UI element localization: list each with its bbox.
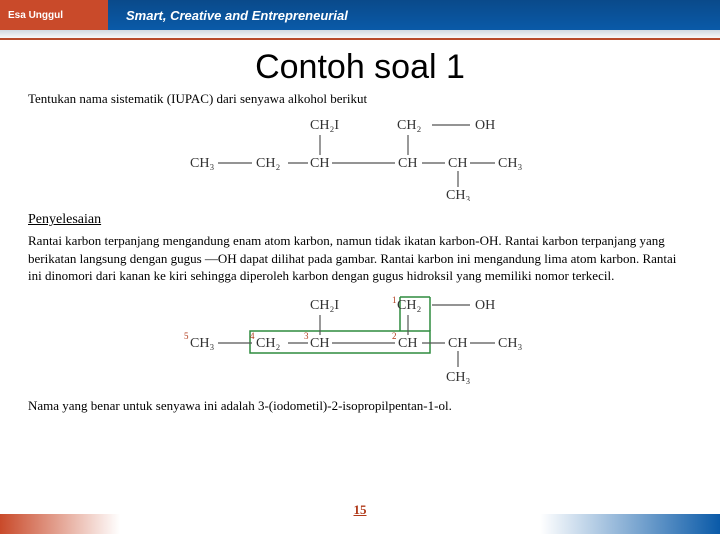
svg-text:4: 4	[250, 331, 255, 341]
svg-text:CH: CH	[398, 156, 417, 171]
svg-text:OH: OH	[475, 118, 495, 133]
svg-text:1: 1	[392, 295, 397, 305]
svg-text:CH₃: CH₃	[446, 188, 470, 201]
svg-text:CH₃: CH₃	[446, 370, 470, 385]
footer-accent-right	[540, 514, 720, 534]
svg-text:5: 5	[184, 331, 189, 341]
slide-content: Contoh soal 1 Tentukan nama sistematik (…	[0, 40, 720, 414]
svg-text:3: 3	[304, 331, 309, 341]
footer	[0, 512, 720, 534]
svg-text:CH₂: CH₂	[397, 118, 421, 133]
svg-text:CH₂: CH₂	[256, 336, 280, 351]
svg-text:2: 2	[392, 331, 397, 341]
svg-text:CH₃: CH₃	[498, 156, 522, 171]
final-answer: Nama yang benar untuk senyawa ini adalah…	[28, 398, 692, 414]
svg-text:CH: CH	[398, 336, 417, 351]
svg-text:CH₃: CH₃	[190, 336, 214, 351]
svg-text:CH: CH	[310, 336, 329, 351]
header-divider	[0, 30, 720, 40]
svg-text:CH₂: CH₂	[397, 298, 421, 313]
brand-text: Esa Unggul	[8, 10, 63, 21]
structure-diagram-1: CH₂I CH₂ OH CH₃ CH₂ CH CH CH CH₃ CH₃	[28, 113, 692, 206]
solution-heading: Penyelesaian	[28, 212, 692, 228]
brand-logo: Esa Unggul	[0, 0, 108, 30]
svg-text:CH: CH	[310, 156, 329, 171]
svg-text:CH₃: CH₃	[190, 156, 214, 171]
svg-text:OH: OH	[475, 298, 495, 313]
svg-text:CH: CH	[448, 156, 467, 171]
svg-text:CH₂: CH₂	[256, 156, 280, 171]
solution-text: Rantai karbon terpanjang mengandung enam…	[28, 232, 692, 285]
svg-text:CH₂I: CH₂I	[310, 298, 339, 313]
header-tagline: Smart, Creative and Entrepreneurial	[126, 8, 348, 23]
svg-text:CH₃: CH₃	[498, 336, 522, 351]
structure-diagram-2: CH₂I CH₂ OH CH₃ CH₂ CH CH CH CH₃ CH₃ 1 2…	[28, 291, 692, 392]
header: Esa Unggul Smart, Creative and Entrepren…	[0, 0, 720, 30]
question-prompt: Tentukan nama sistematik (IUPAC) dari se…	[28, 91, 692, 107]
svg-text:CH₂I: CH₂I	[310, 118, 339, 133]
svg-text:CH: CH	[448, 336, 467, 351]
footer-accent-left	[0, 514, 120, 534]
slide-title: Contoh soal 1	[28, 48, 692, 87]
